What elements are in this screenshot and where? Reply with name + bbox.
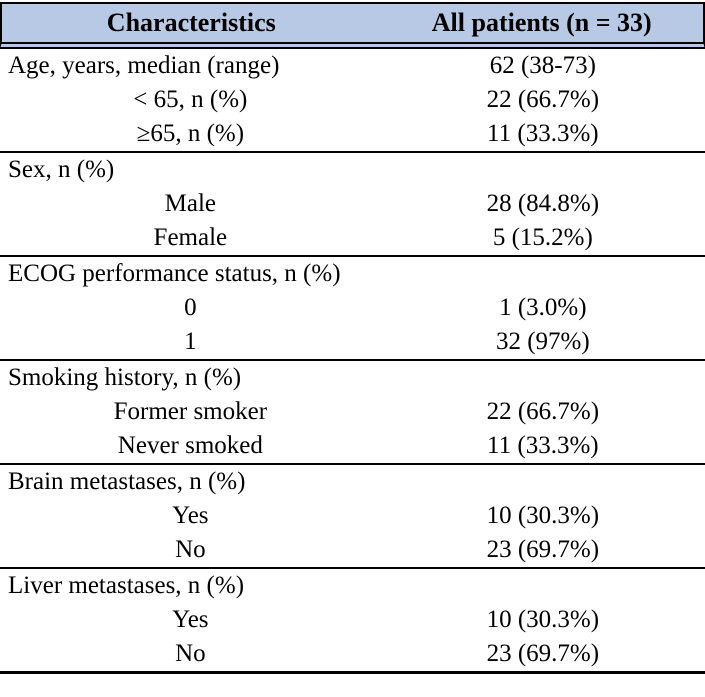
- table-row: Never smoked 11 (33.3%): [0, 429, 705, 463]
- table-body: Age, years, median (range) 62 (38-73) < …: [0, 49, 705, 674]
- table-row: ≥65, n (%) 11 (33.3%): [0, 117, 705, 151]
- table-row: No 23 (69.7%): [0, 533, 705, 567]
- table-row: Brain metastases, n (%): [0, 465, 705, 499]
- section-liver-metastases: Liver metastases, n (%) Yes 10 (30.3%) N…: [0, 569, 705, 671]
- row-label: Male: [164, 190, 217, 217]
- row-label: No: [175, 536, 206, 563]
- table-row: Sex, n (%): [0, 153, 705, 187]
- section-brain-metastases: Brain metastases, n (%) Yes 10 (30.3%) N…: [0, 465, 705, 569]
- section-age: Age, years, median (range) 62 (38-73) < …: [0, 49, 705, 153]
- row-label: ≥65, n (%): [136, 120, 245, 147]
- row-label: 1: [184, 328, 197, 355]
- row-value: 23 (69.7%): [486, 536, 600, 563]
- row-value: 1 (3.0%): [499, 294, 587, 321]
- row-label: Liver metastases, n (%): [8, 572, 245, 599]
- row-label: Age, years, median (range): [8, 52, 280, 79]
- header-all-patients: All patients (n = 33): [431, 8, 652, 37]
- row-value: 11 (33.3%): [487, 432, 599, 459]
- table-row: Female 5 (15.2%): [0, 221, 705, 255]
- row-label: Never smoked: [117, 432, 263, 459]
- row-value: 22 (66.7%): [486, 86, 600, 113]
- table-row: Male 28 (84.8%): [0, 187, 705, 221]
- row-value: 28 (84.8%): [486, 190, 600, 217]
- row-label: Yes: [172, 502, 209, 529]
- table-row: Liver metastases, n (%): [0, 569, 705, 603]
- table-row: ECOG performance status, n (%): [0, 257, 705, 291]
- header-characteristics: Characteristics: [106, 8, 276, 37]
- table-row: 0 1 (3.0%): [0, 291, 705, 325]
- row-label: No: [175, 640, 206, 667]
- row-label: Female: [153, 224, 228, 251]
- row-value: 10 (30.3%): [486, 606, 600, 633]
- row-label: ECOG performance status, n (%): [8, 260, 341, 287]
- row-value: 11 (33.3%): [487, 120, 599, 147]
- table-row: 1 32 (97%): [0, 325, 705, 359]
- table-row: Smoking history, n (%): [0, 361, 705, 395]
- row-label: Brain metastases, n (%): [8, 468, 246, 495]
- row-value: 5 (15.2%): [492, 224, 593, 251]
- table-row: Age, years, median (range) 62 (38-73): [0, 49, 705, 83]
- row-label: Sex, n (%): [8, 156, 115, 183]
- table-row: Former smoker 22 (66.7%): [0, 395, 705, 429]
- row-label: Former smoker: [113, 398, 268, 425]
- table-row: Yes 10 (30.3%): [0, 603, 705, 637]
- row-value: 22 (66.7%): [486, 398, 600, 425]
- row-value: 32 (97%): [495, 328, 590, 355]
- section-ecog: ECOG performance status, n (%) 0 1 (3.0%…: [0, 257, 705, 361]
- row-value: 23 (69.7%): [486, 640, 600, 667]
- table-row: Yes 10 (30.3%): [0, 499, 705, 533]
- row-label: Smoking history, n (%): [8, 364, 242, 391]
- row-label: < 65, n (%): [133, 86, 248, 113]
- row-label: 0: [184, 294, 197, 321]
- table-row: < 65, n (%) 22 (66.7%): [0, 83, 705, 117]
- patient-characteristics-table: Characteristics All patients (n = 33) Ag…: [0, 2, 705, 674]
- table-header-row: Characteristics All patients (n = 33): [0, 2, 705, 49]
- row-value: 62 (38-73): [489, 52, 596, 79]
- section-smoking: Smoking history, n (%) Former smoker 22 …: [0, 361, 705, 465]
- table-row: No 23 (69.7%): [0, 637, 705, 671]
- row-label: Yes: [172, 606, 209, 633]
- row-value: 10 (30.3%): [486, 502, 600, 529]
- section-sex: Sex, n (%) Male 28 (84.8%) Female 5 (15.…: [0, 153, 705, 257]
